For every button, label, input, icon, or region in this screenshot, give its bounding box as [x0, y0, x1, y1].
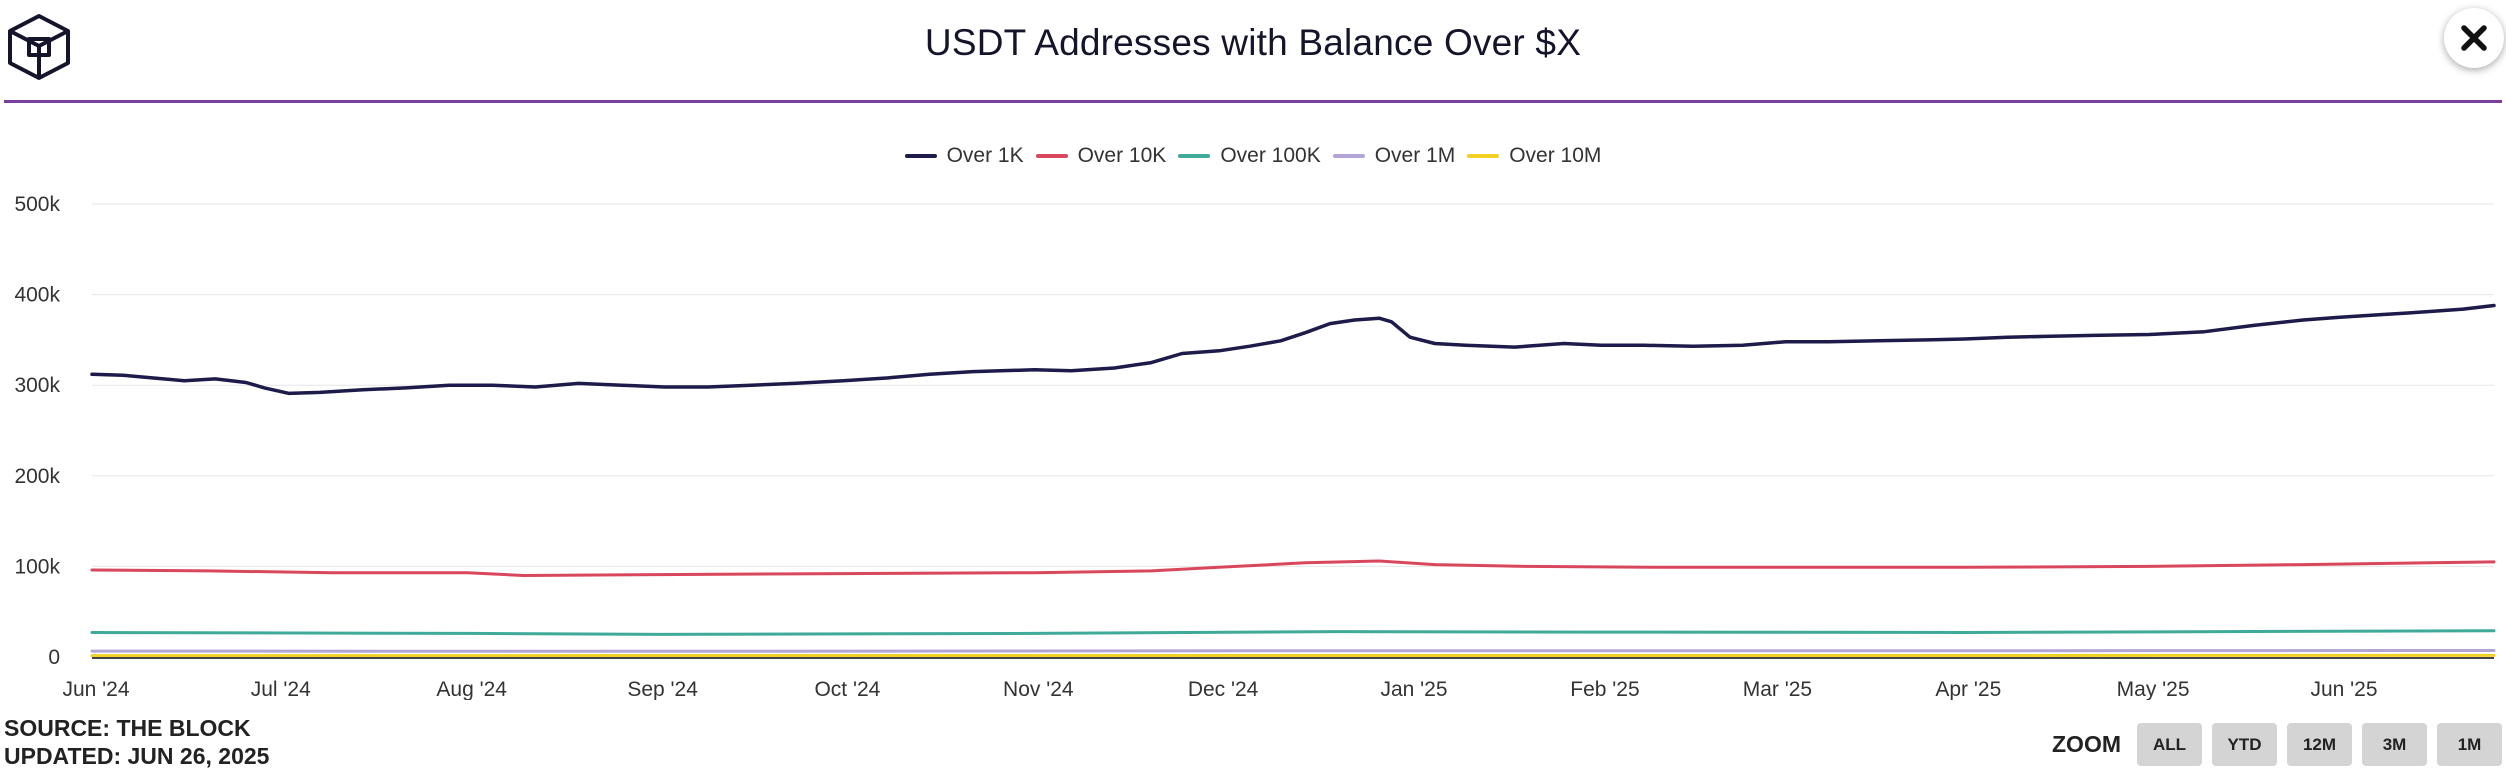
- x-tick-label: Jan '25: [1380, 678, 1447, 700]
- line-chart[interactable]: 0 100k 200k 300k 400k 500k Jun '24 Jul '24 Aug '…: [0, 0, 2506, 700]
- the-block-logo-icon: [8, 14, 70, 80]
- x-tick-label: Jul '24: [251, 678, 311, 700]
- y-tick-label: 400k: [14, 284, 60, 307]
- chart-legend: Over 1K Over 10K Over 100K Over 1M Over …: [0, 144, 2506, 168]
- x-tick-label: Oct '24: [814, 678, 880, 700]
- legend-swatch: [904, 154, 937, 158]
- close-icon: [2461, 25, 2487, 51]
- x-tick-label: Feb '25: [1570, 678, 1639, 700]
- legend-item-over-10k[interactable]: Over 10K: [1035, 144, 1167, 168]
- x-tick-label: Mar '25: [1743, 678, 1812, 700]
- series-line-over-100k[interactable]: [90, 629, 2496, 636]
- legend-label: Over 1M: [1374, 144, 1456, 167]
- zoom-ytd-button[interactable]: YTD: [2212, 723, 2277, 766]
- zoom-label: ZOOM: [2052, 731, 2121, 757]
- legend-item-over-1m[interactable]: Over 1M: [1332, 144, 1456, 168]
- x-tick-label: Apr '25: [1935, 678, 2001, 700]
- legend-label: Over 10K: [1077, 144, 1167, 167]
- zoom-1m-button[interactable]: 1M: [2437, 723, 2502, 766]
- zoom-3m-button[interactable]: 3M: [2362, 723, 2427, 766]
- page-title: USDT Addresses with Balance Over $X: [924, 22, 1582, 63]
- y-tick-label: 200k: [14, 465, 60, 488]
- zoom-controls: ZOOM ALL YTD 12M 3M 1M: [2052, 723, 2502, 766]
- series-line-over-1k[interactable]: [90, 303, 2496, 396]
- legend-item-over-1k[interactable]: Over 1K: [904, 144, 1024, 168]
- x-tick-label: Dec '24: [1188, 678, 1259, 700]
- x-tick-label: Nov '24: [1003, 678, 1074, 700]
- y-tick-label: 300k: [14, 374, 60, 397]
- legend-swatch: [1467, 154, 1500, 158]
- y-tick-label: 100k: [14, 555, 60, 578]
- y-tick-label: 500k: [14, 193, 60, 216]
- x-tick-label: Aug '24: [436, 678, 507, 700]
- x-tick-label: May '25: [2117, 678, 2190, 700]
- close-button[interactable]: [2444, 8, 2504, 68]
- x-tick-label: Jun '25: [2310, 678, 2377, 700]
- series-line-over-1m[interactable]: [90, 649, 2496, 653]
- x-tick-label: Sep '24: [627, 678, 698, 700]
- legend-item-over-100k[interactable]: Over 100K: [1178, 144, 1321, 168]
- header-divider: [4, 100, 2502, 103]
- legend-label: Over 1K: [946, 144, 1024, 167]
- legend-swatch: [1178, 154, 1211, 158]
- zoom-12m-button[interactable]: 12M: [2287, 723, 2352, 766]
- legend-swatch: [1035, 154, 1068, 158]
- legend-item-over-10m[interactable]: Over 10M: [1467, 144, 1601, 168]
- source-note: SOURCE: THE BLOCK UPDATED: JUN 26, 2025: [4, 714, 269, 770]
- source-label: SOURCE: THE BLOCK: [4, 715, 251, 741]
- x-tick-label: Jun '24: [62, 678, 129, 700]
- updated-label: UPDATED: JUN 26, 2025: [4, 743, 270, 769]
- series-line-over-10k[interactable]: [90, 559, 2496, 577]
- legend-label: Over 10M: [1509, 144, 1602, 167]
- y-tick-label: 0: [48, 646, 60, 669]
- zoom-all-button[interactable]: ALL: [2137, 723, 2202, 766]
- legend-label: Over 100K: [1220, 144, 1321, 167]
- legend-swatch: [1332, 154, 1365, 158]
